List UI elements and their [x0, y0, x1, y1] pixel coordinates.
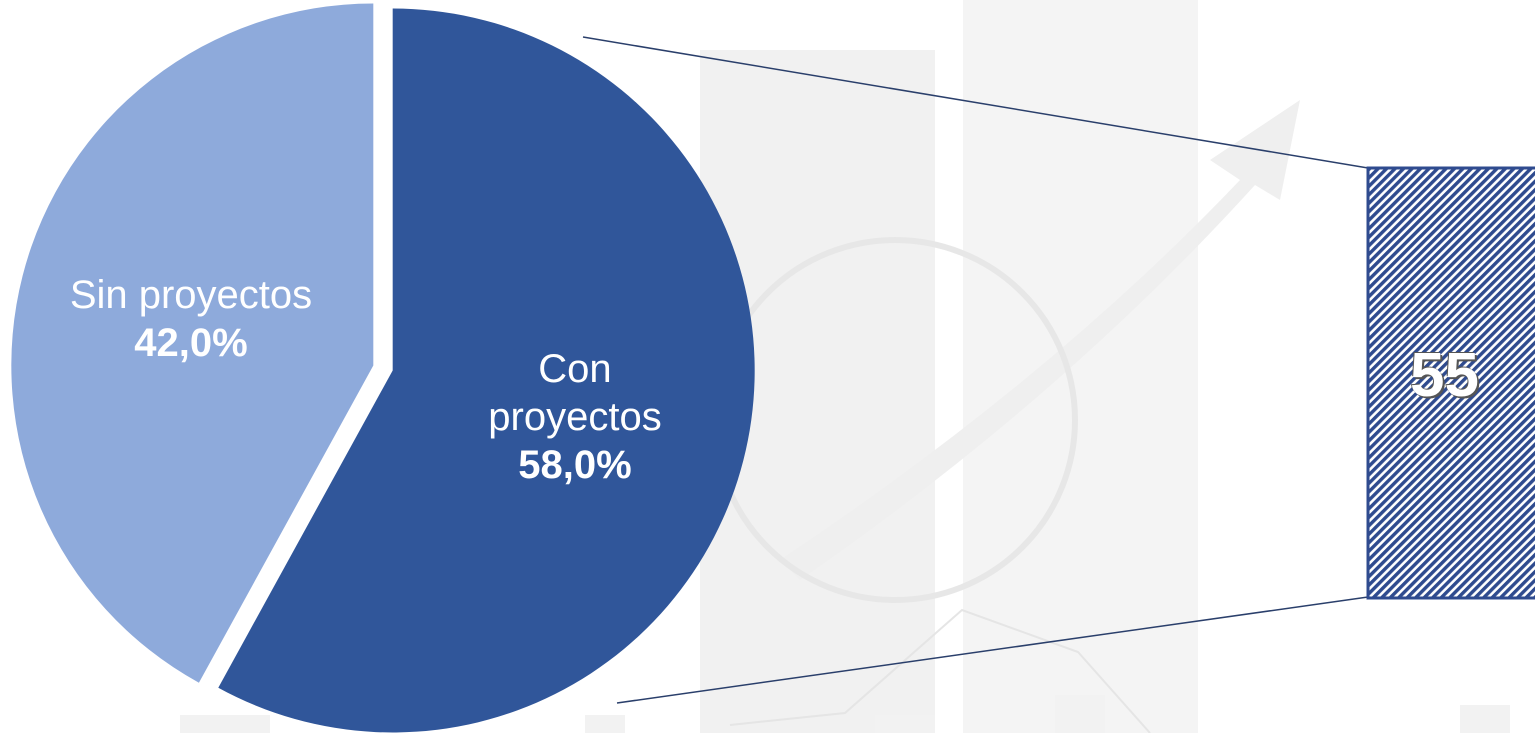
value-label: 55: [1410, 341, 1479, 410]
connector-line: [616, 596, 1369, 704]
value-label: 42,0%: [134, 320, 248, 365]
pie-slice: [11, 3, 374, 683]
pie: [11, 3, 755, 733]
slice-label: Sin proyectos 42,0%: [11, 271, 371, 367]
value-label: 58,0%: [518, 443, 632, 488]
connector-line: [582, 36, 1369, 169]
category-label: Sin proyectos: [69, 272, 313, 317]
slice-label: Con proyectos 58,0%: [455, 345, 695, 489]
bar-segment: [1366, 166, 1535, 600]
pie-slice: [218, 8, 755, 733]
category-label: Con proyectos: [488, 347, 662, 440]
